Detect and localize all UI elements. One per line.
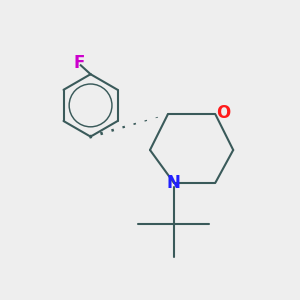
Text: O: O	[216, 104, 230, 122]
Text: F: F	[74, 54, 85, 72]
Text: N: N	[167, 174, 181, 192]
